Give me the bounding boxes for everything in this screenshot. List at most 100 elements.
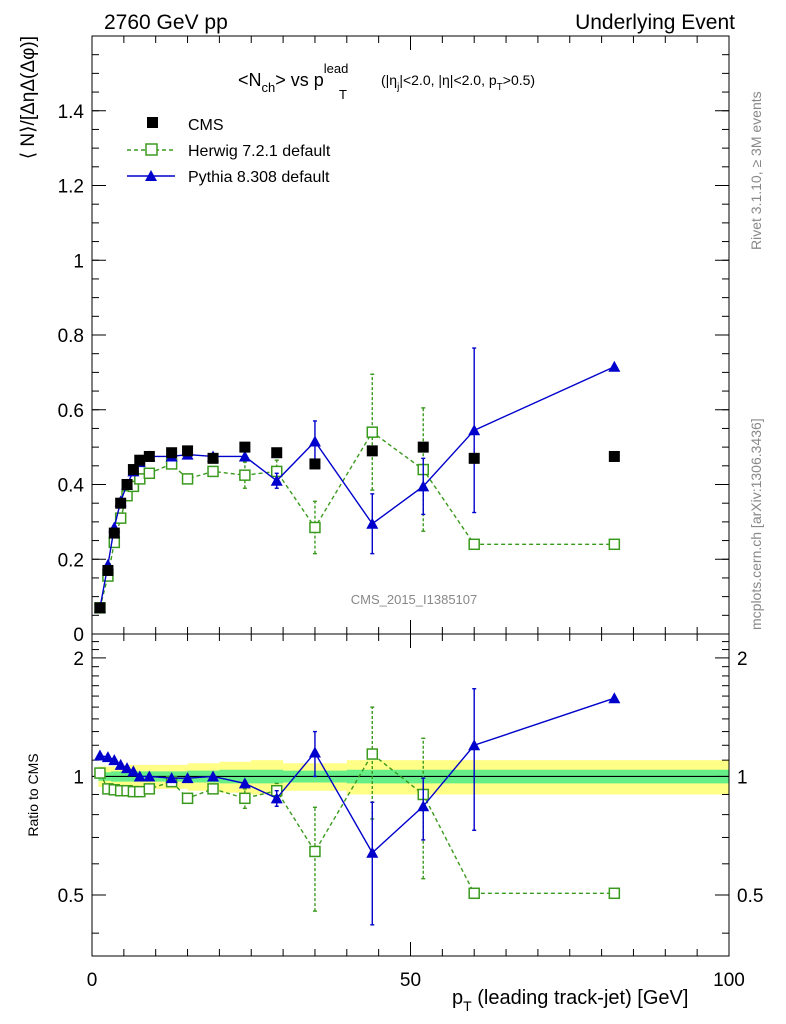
- main-panel: 0 0.2 0.4 0.6 0.8 1 1.2 1.4 <Nch> vs plead T (|…: [18, 35, 730, 646]
- ratio-pythia-point: [417, 800, 430, 812]
- main-ylabel: ⟨ N⟩/[ΔηΔ(Δφ)]: [18, 36, 39, 159]
- cms-point: [115, 497, 127, 509]
- herwig-point: [468, 538, 480, 551]
- legend-pythia-marker: [145, 170, 157, 181]
- analysis-watermark: CMS_2015_I1385107: [351, 592, 478, 607]
- pythia-point: [238, 450, 251, 462]
- header-left: 2760 GeV pp: [104, 11, 228, 34]
- ratio-pythia-point: [238, 777, 251, 789]
- ratio-ytick-label-right: 0.5: [737, 886, 763, 907]
- ratio-pythia-point: [468, 739, 481, 751]
- ratio-pythia-point: [121, 762, 134, 774]
- herwig-point: [143, 467, 156, 480]
- cms-point: [143, 450, 155, 462]
- cms-point: [271, 447, 283, 459]
- rivet-label: Rivet 3.1.10, ≥ 3M events: [748, 91, 764, 250]
- ratio-ytick-label-right: 2: [737, 649, 748, 670]
- ratio-pythia-point: [133, 770, 146, 782]
- ratio-ytick-label: 0.5: [58, 886, 84, 907]
- cms-point: [94, 602, 106, 614]
- ratio-herwig-point: [143, 783, 156, 795]
- title-cuts-b: |<2.0, |η|<2.0, p: [399, 72, 497, 88]
- herwig-point: [121, 489, 133, 502]
- main-axes: 0 0.2 0.4 0.6 0.8 1 1.2 1.4: [58, 35, 730, 646]
- herwig-point: [309, 521, 321, 534]
- pythia-point: [468, 424, 481, 436]
- main-ytick-label: 1: [73, 251, 84, 272]
- title-main: <N: [238, 70, 262, 90]
- main-ytick-label: 0.4: [58, 476, 85, 497]
- title-main-sub: ch: [262, 80, 276, 95]
- ratio-herwig-point: [608, 887, 621, 900]
- ratio-herwig-point: [207, 783, 219, 795]
- main-ytick-label: 0: [73, 625, 84, 646]
- cms-point: [134, 454, 146, 466]
- xtick-label: 0: [87, 970, 98, 991]
- cms-point: [127, 464, 139, 476]
- plot-title: <Nch> vs plead: [238, 61, 348, 95]
- legend: CMS Herwig 7.2.1 default Pythia 8.308 de…: [127, 117, 331, 186]
- pythia-line: [99, 366, 615, 608]
- legend-cms-label: CMS: [188, 117, 224, 134]
- ratio-pythia-point: [127, 765, 140, 777]
- pythia-point: [366, 517, 379, 529]
- cms-point: [108, 527, 120, 539]
- ratio-pythia-point: [143, 770, 156, 782]
- pythia-point: [608, 360, 621, 372]
- title-pt-sub: T: [339, 87, 347, 102]
- pythia-point: [308, 435, 321, 447]
- herwig-point: [366, 426, 379, 438]
- ratio-axes: 0.5 0.5 1 1 2 2 0 50 100: [58, 634, 763, 991]
- cms-point: [207, 452, 219, 464]
- ratio-panel: 0.5 0.5 1 1 2 2 0 50 100 Ratio to CMS: [25, 633, 763, 991]
- ratio-marks: [93, 688, 621, 926]
- herwig-point: [207, 465, 219, 478]
- cms-point: [608, 450, 620, 462]
- main-ytick-label: 0.8: [58, 326, 84, 347]
- cms-point: [102, 564, 114, 576]
- title-cuts-c: >0.5): [503, 72, 535, 88]
- main-ytick-label: 0.2: [58, 550, 84, 571]
- cms-point: [366, 445, 378, 457]
- cms-point: [121, 479, 133, 490]
- xtick-label: 100: [713, 970, 745, 991]
- pythia-point: [417, 480, 430, 492]
- ratio-pythia-point: [366, 846, 379, 858]
- main-marks: [93, 347, 621, 614]
- title-cuts-a-sub: j: [396, 82, 399, 93]
- herwig-point: [239, 469, 251, 481]
- cms-point: [417, 441, 429, 453]
- herwig-point: [114, 512, 127, 524]
- ratio-herwig-point: [468, 887, 480, 900]
- ratio-pythia-point: [270, 792, 283, 804]
- cms-point: [166, 447, 178, 459]
- ratio-herwig-point: [366, 748, 379, 760]
- ratio-pythia-point: [608, 692, 621, 704]
- main-ytick-label: 0.6: [58, 401, 84, 422]
- title-cuts: (|ηj|<2.0, |η|<2.0, pT>0.5): [381, 72, 535, 93]
- cms-point: [239, 441, 251, 453]
- ratio-herwig-point: [134, 785, 146, 798]
- ratio-herwig-point: [309, 845, 321, 858]
- mcplots-label: mcplots.cern.ch [arXiv:1306.3436]: [748, 418, 764, 630]
- legend-herwig-label: Herwig 7.2.1 default: [188, 143, 331, 160]
- ratio-pythia-point: [114, 758, 127, 770]
- ratio-pythia-point: [308, 746, 321, 758]
- cms-point: [182, 445, 194, 457]
- ratio-pythia-point: [181, 772, 194, 784]
- ratio-ytick-label: 2: [73, 649, 84, 670]
- title-pt-sup: lead: [324, 61, 349, 76]
- xtick-label: 50: [400, 970, 421, 991]
- main-ytick-label: 1.4: [58, 102, 85, 123]
- title-main-mid: > vs p: [275, 70, 324, 90]
- cms-point: [309, 458, 321, 470]
- ratio-herwig-point: [239, 792, 251, 805]
- legend-cms-marker: [147, 117, 158, 128]
- ratio-band: [92, 760, 730, 795]
- xlabel: pT (leading track-jet) [GeV]: [452, 987, 688, 1014]
- cms-point: [468, 452, 480, 464]
- ratio-pythia-point: [207, 770, 220, 782]
- legend-herwig-marker: [145, 143, 158, 156]
- ratio-pythia-point: [165, 772, 178, 784]
